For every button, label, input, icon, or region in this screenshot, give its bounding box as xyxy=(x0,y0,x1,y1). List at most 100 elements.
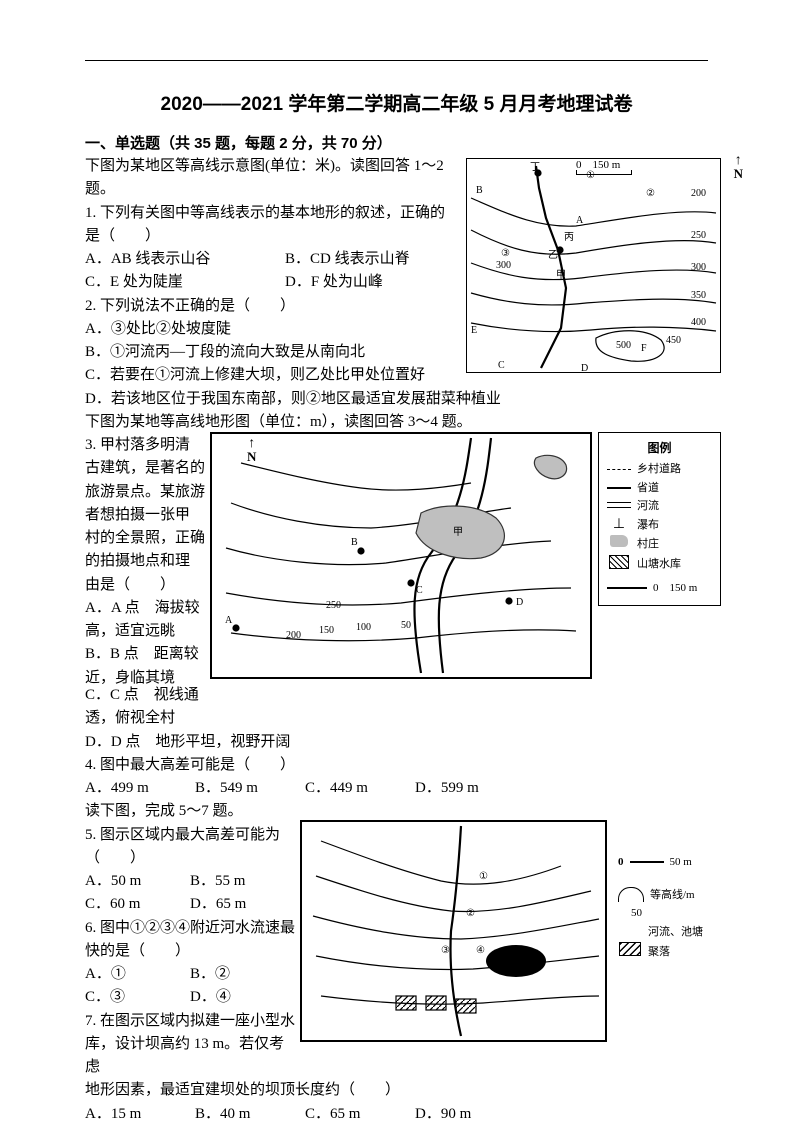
q7-options: A．15 m B．40 m C．65 m D．90 m xyxy=(85,1103,708,1126)
fig2-legend-title: 图例 xyxy=(607,439,712,457)
svg-text:B: B xyxy=(351,537,358,548)
q6-stem1: 6. 图中①②③④附近河水流速最 xyxy=(85,917,295,940)
q3-B1: B．B 点 距离较 xyxy=(85,643,205,666)
legend-reservoir: 山塘水库 xyxy=(637,556,681,573)
q6-D: D．④ xyxy=(190,986,295,1009)
svg-text:②: ② xyxy=(646,188,655,199)
road-icon xyxy=(607,487,631,489)
q7-stem3: 地形因素，最适宜建坝处的坝顶长度约（ ） xyxy=(85,1079,708,1102)
q1-options: A．AB 线表示山谷 B．CD 线表示山脊 C．E 处为陡崖 D．F 处为山峰 xyxy=(85,248,465,295)
svg-text:①: ① xyxy=(479,871,488,882)
svg-text:400: 400 xyxy=(691,317,706,328)
svg-text:200: 200 xyxy=(691,188,706,199)
q3-A2: 高，适宜远眺 xyxy=(85,620,205,643)
q3-D: D．D 点 地形平坦，视野开阔 xyxy=(85,731,708,754)
q6-C: C．③ xyxy=(85,986,190,1009)
svg-text:B: B xyxy=(476,185,483,196)
legend-waterfall: 瀑布 xyxy=(637,517,659,534)
section-heading: 一、单选题（共 35 题，每题 2 分，共 70 分） xyxy=(85,132,708,153)
q6-A: A．① xyxy=(85,963,190,986)
q1-stem: 1. 下列有关图中等高线表示的基本地形的叙述，正确的是（ ） xyxy=(85,202,445,249)
legend-row-dash: 乡村道路 xyxy=(607,461,712,478)
svg-text:100: 100 xyxy=(356,622,371,633)
q3-A1: A．A 点 海拔较 xyxy=(85,597,205,620)
legend-row-fall: ⊥ 瀑布 xyxy=(607,517,712,534)
svg-text:250: 250 xyxy=(326,600,341,611)
q1-B: B．CD 线表示山脊 xyxy=(285,248,465,271)
hatch-icon xyxy=(618,942,642,962)
q6-stem2: 快的是（ ） xyxy=(85,940,295,963)
legend-village: 村庄 xyxy=(637,536,659,553)
fig3-contour-val: 50 xyxy=(618,905,642,922)
fig3-scale-label: 50 m xyxy=(670,854,692,871)
q3-l6: 的拍摄地点和理 xyxy=(85,550,205,573)
fig2-legend: 图例 乡村道路 省道 河流 ⊥ 瀑布 村庄 山塘水库 0 150 m xyxy=(598,432,721,606)
svg-text:D: D xyxy=(516,597,523,608)
svg-text:丙: 丙 xyxy=(564,232,574,243)
svg-text:③: ③ xyxy=(441,945,450,956)
legend-river: 河流 xyxy=(637,498,659,515)
q1-D: D．F 处为山峰 xyxy=(285,271,465,294)
fig3-contour-val: 50 xyxy=(618,905,713,922)
q4-options: A．499 m B．549 m C．449 m D．599 m xyxy=(85,777,708,800)
legend-row-village: 村庄 xyxy=(607,535,712,553)
svg-text:②: ② xyxy=(466,908,475,919)
svg-text:乙: 乙 xyxy=(548,249,558,261)
svg-text:F: F xyxy=(641,343,647,354)
legend-row-road: 省道 xyxy=(607,480,712,497)
contour-icon xyxy=(618,887,644,902)
q5-C: C．60 m xyxy=(85,893,190,916)
svg-text:150: 150 xyxy=(319,625,334,636)
fig3-pond: 河流、池塘 xyxy=(618,924,713,941)
fig2-north-label: N xyxy=(247,449,256,464)
q5-7-left: 5. 图示区域内最大高差可能为 （ ） A．50 m B．55 m C．60 m… xyxy=(85,824,295,1080)
q5-A: A．50 m xyxy=(85,870,190,893)
q3-l1: 3. 甲村落多明清 xyxy=(85,434,205,457)
svg-text:450: 450 xyxy=(666,335,681,346)
exam-page: 2020——2021 学年第二学期高二年级 5 月月考地理试卷 一、单选题（共 … xyxy=(0,0,793,1122)
figure-3-contour-map: ① ② ③ ④ xyxy=(300,820,607,1042)
legend-row-scale: 0 150 m xyxy=(607,580,712,597)
q3-C1: C．C 点 视线通 xyxy=(85,684,708,707)
svg-text:500: 500 xyxy=(616,340,631,351)
svg-text:甲: 甲 xyxy=(556,270,566,281)
legend-prov-road: 省道 xyxy=(637,480,659,497)
svg-text:300: 300 xyxy=(496,260,511,271)
q3-left-text: 3. 甲村落多明清 古建筑，是著名的 旅游景点。某旅游 者想拍摄一张甲 村的全景… xyxy=(85,434,205,684)
q5-D: D．65 m xyxy=(190,893,295,916)
q3-l4: 者想拍摄一张甲 xyxy=(85,504,205,527)
q2-C: C．若要在①河流上修建大坝，则乙处比甲处位置好 xyxy=(85,364,485,387)
svg-text:250: 250 xyxy=(691,230,706,241)
reservoir-icon xyxy=(607,555,631,575)
svg-text:50: 50 xyxy=(401,620,411,631)
svg-text:E: E xyxy=(471,325,477,336)
fig3-scale: 050 m xyxy=(618,854,713,871)
fig3-contour-label: 等高线/m xyxy=(650,887,695,904)
waterfall-icon: ⊥ xyxy=(607,519,631,531)
svg-text:甲: 甲 xyxy=(453,527,463,538)
q1-A: A．AB 线表示山谷 xyxy=(85,248,285,271)
legend-row-res: 山塘水库 xyxy=(607,555,712,575)
exam-title: 2020——2021 学年第二学期高二年级 5 月月考地理试卷 xyxy=(85,89,708,116)
scale-icon xyxy=(607,587,647,589)
svg-text:300: 300 xyxy=(691,262,706,273)
q3-l7: 由是（ ） xyxy=(85,574,205,597)
q1-C: C．E 处为陡崖 xyxy=(85,271,285,294)
dash-icon xyxy=(607,469,631,470)
fig3-settle: 聚落 xyxy=(618,942,713,962)
legend-road-dash: 乡村道路 xyxy=(637,461,681,478)
village-icon xyxy=(607,535,631,553)
q3-l3: 旅游景点。某旅游 xyxy=(85,481,205,504)
svg-text:D: D xyxy=(581,363,588,373)
intro-3-4: 下图为某地等高线地形图（单位：m），读图回答 3～4 题。 xyxy=(85,411,708,434)
svg-text:C: C xyxy=(498,360,505,371)
svg-text:A: A xyxy=(576,215,584,226)
q3-B2: 近，身临其境 xyxy=(85,667,205,685)
q3-l2: 古建筑，是著名的 xyxy=(85,457,205,480)
q7-stem1: 7. 在图示区域内拟建一座小型水 xyxy=(85,1010,295,1033)
q4-D: D．599 m xyxy=(415,777,525,800)
q3-l5: 村的全景照，正确 xyxy=(85,527,205,550)
fig1-scale: 0 150 m xyxy=(576,156,632,175)
svg-text:C: C xyxy=(416,585,423,596)
fig1-scale-label: 0 150 m xyxy=(576,159,620,171)
